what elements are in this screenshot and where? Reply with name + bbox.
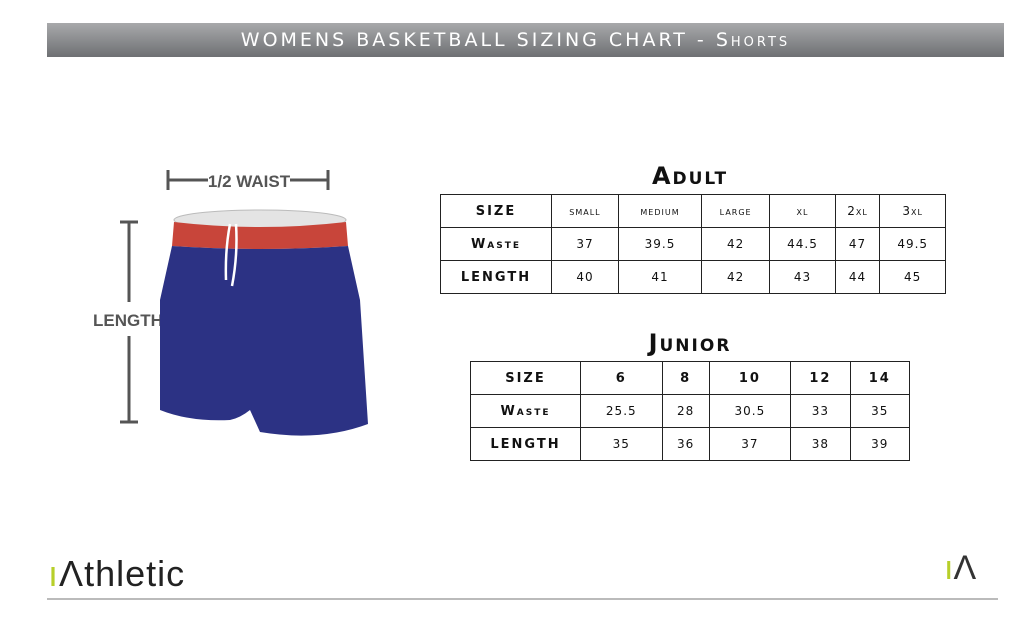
footer-divider: [47, 598, 998, 600]
adult-size-table: SIZE small medium large xl 2xl 3xl Waste…: [440, 194, 946, 294]
cell: 41: [617, 260, 703, 294]
cell: 43: [769, 260, 836, 294]
page-title: WOMENS BASKETBALL SIZING CHART - Shorts: [240, 29, 791, 51]
header-cell: SIZE: [470, 361, 581, 395]
cell: 45: [879, 260, 946, 294]
header-cell: 3xl: [879, 194, 946, 228]
header-cell: 2xl: [834, 194, 881, 228]
header-cell: 6: [580, 361, 663, 395]
cell: 36: [661, 427, 710, 461]
cell: 28: [661, 394, 710, 428]
cell: 42: [701, 260, 771, 294]
table-row: Waste 37 39.5 42 44.5 47 49.5: [440, 227, 946, 261]
table-row: LENGTH 40 41 42 43 44 45: [440, 260, 946, 294]
cell: 38: [790, 427, 851, 461]
table-header-row: SIZE small medium large xl 2xl 3xl: [440, 194, 946, 228]
table-row: LENGTH 35 36 37 38 39: [470, 427, 911, 461]
cell: 39: [849, 427, 911, 461]
cell: 47: [834, 227, 881, 261]
header-cell: 14: [849, 361, 911, 395]
row-label: LENGTH: [440, 260, 552, 294]
header-cell: large: [701, 194, 771, 228]
row-label: LENGTH: [470, 427, 581, 461]
cell: 40: [551, 260, 619, 294]
cell: 33: [790, 394, 851, 428]
cell: 37: [551, 227, 619, 261]
shorts-diagram: 1/2 WAIST LENGTH: [93, 170, 368, 436]
table-header-row: SIZE 6 8 10 12 14: [470, 361, 911, 395]
length-label: LENGTH: [93, 311, 163, 330]
header-cell: medium: [617, 194, 703, 228]
table-row: Waste 25.5 28 30.5 33 35: [470, 394, 911, 428]
header-cell: 10: [708, 361, 792, 395]
header-cell: SIZE: [440, 194, 552, 228]
cell: 49.5: [879, 227, 946, 261]
row-label: Waste: [470, 394, 581, 428]
junior-title: Junior: [648, 329, 732, 357]
header-cell: small: [551, 194, 619, 228]
cell: 44.5: [769, 227, 836, 261]
ia-brand-mark: ıΛ: [944, 549, 977, 587]
waist-label: 1/2 WAIST: [208, 172, 291, 191]
junior-size-table: SIZE 6 8 10 12 14 Waste 25.5 28 30.5 33 …: [470, 361, 911, 461]
cell: 44: [834, 260, 881, 294]
cell: 35: [849, 394, 911, 428]
cell: 39.5: [617, 227, 703, 261]
cell: 25.5: [580, 394, 663, 428]
title-bar: WOMENS BASKETBALL SIZING CHART - Shorts: [47, 23, 1004, 57]
header-cell: xl: [769, 194, 836, 228]
iathletic-logo: ıΛthletic: [48, 553, 186, 594]
row-label: Waste: [440, 227, 552, 261]
cell: 37: [708, 427, 792, 461]
header-cell: 12: [790, 361, 851, 395]
cell: 30.5: [708, 394, 792, 428]
header-cell: 8: [661, 361, 710, 395]
cell: 35: [580, 427, 663, 461]
adult-title: Adult: [651, 162, 729, 190]
cell: 42: [701, 227, 771, 261]
